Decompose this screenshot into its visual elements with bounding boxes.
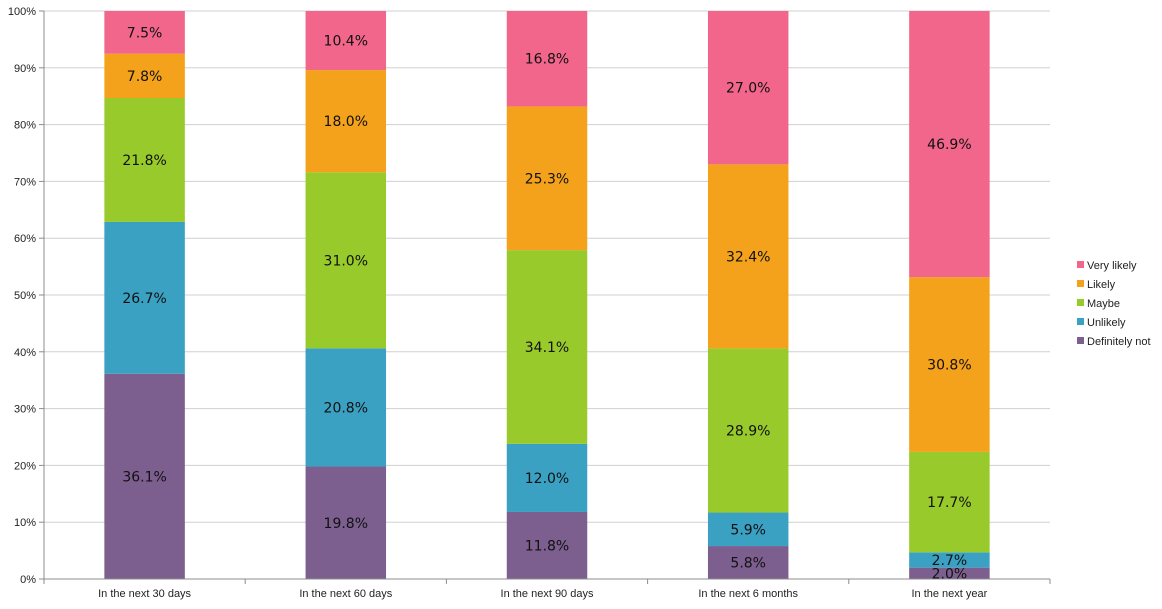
- bar-segment: [104, 97, 185, 222]
- data-label: 28.9%: [726, 423, 770, 439]
- data-label: 7.8%: [127, 69, 163, 85]
- category-label: In the next 60 days: [299, 588, 392, 600]
- legend-label: Likely: [1087, 279, 1116, 291]
- category-label: In the next year: [911, 588, 987, 600]
- bar-segment: [707, 164, 789, 349]
- bar-segment: [506, 11, 588, 107]
- bar-segment: [104, 221, 185, 374]
- bar-segment: [506, 511, 588, 579]
- bars: 36.1% 26.7% 21.8% 7.8% 7.5% 19.8% 20.8% 31.0% 18…: [104, 11, 990, 582]
- bar-segment: [104, 373, 185, 579]
- category-label: In the next 90 days: [501, 588, 594, 600]
- legend: Very likely Likely Maybe Unlikely Definitely…: [1077, 260, 1151, 348]
- category-label: In the next 30 days: [98, 588, 191, 600]
- legend-swatch: [1077, 318, 1084, 325]
- bar-segment: [104, 53, 185, 98]
- legend-label: Unlikely: [1087, 317, 1126, 329]
- x-axis: In the next 30 days In the next 60 days In…: [43, 578, 1051, 600]
- legend-label: Definitely not: [1087, 336, 1151, 348]
- bar-segment: [707, 11, 789, 165]
- data-label: 19.8%: [324, 516, 368, 532]
- y-tick-label: 70%: [14, 176, 36, 188]
- legend-swatch: [1077, 299, 1084, 306]
- data-label: 32.4%: [726, 249, 770, 265]
- data-label: 5.8%: [730, 556, 766, 572]
- data-label: 26.7%: [122, 291, 166, 307]
- data-label: 18.0%: [324, 114, 368, 130]
- data-label: 10.4%: [324, 34, 368, 50]
- bar-segment: [909, 11, 990, 278]
- y-tick-label: 60%: [14, 233, 36, 245]
- data-label: 2.0%: [932, 566, 968, 582]
- data-label: 11.8%: [525, 538, 569, 554]
- bar-segment: [305, 348, 387, 467]
- bar-segment: [305, 466, 387, 579]
- data-label: 12.0%: [525, 471, 569, 487]
- data-label: 7.5%: [127, 25, 163, 41]
- y-tick-label: 10%: [14, 517, 36, 529]
- y-tick-label: 20%: [14, 460, 36, 472]
- y-tick-label: 50%: [14, 290, 36, 302]
- bar-segment: [707, 512, 789, 547]
- bar-segment: [909, 451, 990, 553]
- data-label: 2.7%: [932, 553, 968, 569]
- data-label: 5.9%: [730, 522, 766, 538]
- data-label: 25.3%: [525, 171, 569, 187]
- y-tick-label: 0%: [20, 574, 36, 586]
- data-label: 16.8%: [525, 52, 569, 68]
- data-label: 34.1%: [525, 340, 569, 356]
- bar-segment: [506, 443, 588, 512]
- data-label: 20.8%: [324, 400, 368, 416]
- bar-segment: [305, 70, 387, 173]
- data-label: 17.7%: [927, 495, 971, 511]
- data-label: 36.1%: [122, 469, 166, 485]
- y-tick-label: 90%: [14, 63, 36, 75]
- category-label: In the next 6 months: [698, 588, 798, 600]
- legend-label: Maybe: [1087, 298, 1120, 310]
- bar-segment: [104, 11, 185, 54]
- y-tick-label: 80%: [14, 120, 36, 132]
- bar-segment: [909, 567, 990, 579]
- data-label: 30.8%: [927, 358, 971, 374]
- legend-label: Very likely: [1087, 260, 1137, 272]
- y-tick-label: 40%: [14, 347, 36, 359]
- legend-swatch: [1077, 261, 1084, 268]
- legend-swatch: [1077, 280, 1084, 287]
- y-axis: 0% 10% 20% 30% 40% 50% 60% 70% 80% 90% 100%: [8, 6, 45, 586]
- legend-swatch: [1077, 337, 1084, 344]
- data-label: 31.0%: [324, 253, 368, 269]
- y-tick-label: 30%: [14, 404, 36, 416]
- data-label: 27.0%: [726, 81, 770, 97]
- bar-segment: [707, 546, 789, 579]
- data-label: 46.9%: [927, 137, 971, 153]
- bar-segment: [305, 11, 387, 71]
- bar-segment: [305, 172, 387, 349]
- y-tick-label: 100%: [8, 6, 36, 18]
- bar-segment: [707, 348, 789, 513]
- bar-segment: [506, 250, 588, 444]
- bar-segment: [909, 552, 990, 568]
- data-label: 21.8%: [122, 153, 166, 169]
- bar-segment: [909, 277, 990, 452]
- bar-segment: [506, 106, 588, 251]
